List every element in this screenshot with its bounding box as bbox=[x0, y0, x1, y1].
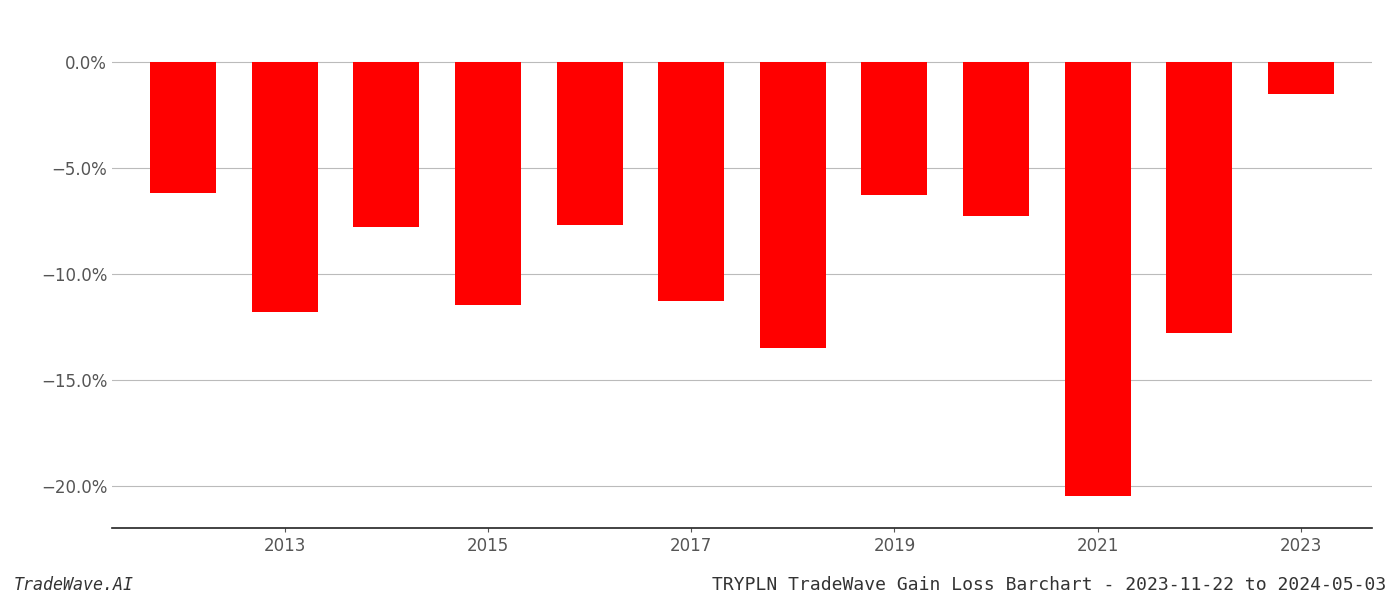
Text: TRYPLN TradeWave Gain Loss Barchart - 2023-11-22 to 2024-05-03: TRYPLN TradeWave Gain Loss Barchart - 20… bbox=[711, 576, 1386, 594]
Bar bbox=[353, 62, 420, 227]
Bar bbox=[252, 62, 318, 312]
Bar bbox=[658, 62, 724, 301]
Text: TradeWave.AI: TradeWave.AI bbox=[14, 576, 134, 594]
Bar bbox=[760, 62, 826, 348]
Bar bbox=[1064, 62, 1131, 496]
Bar bbox=[861, 62, 927, 195]
Bar bbox=[557, 62, 623, 225]
Bar bbox=[1268, 62, 1334, 94]
Bar bbox=[1166, 62, 1232, 333]
Bar bbox=[963, 62, 1029, 217]
Bar bbox=[455, 62, 521, 305]
Bar bbox=[150, 62, 216, 193]
